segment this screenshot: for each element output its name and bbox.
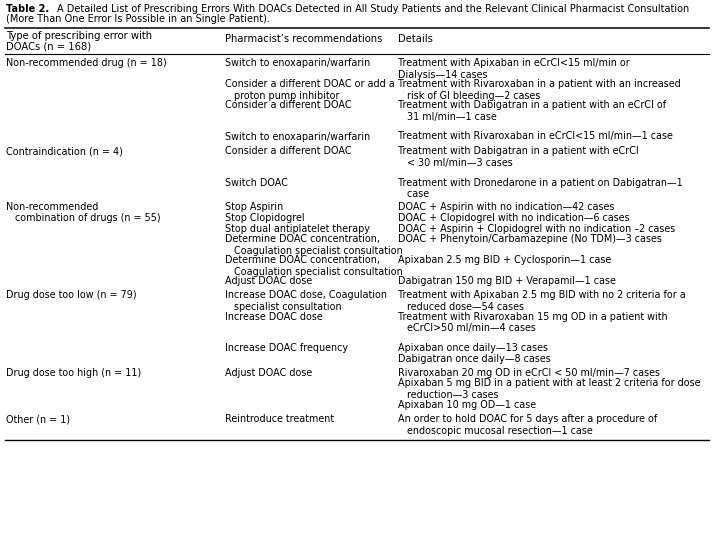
Text: Dabigatran once daily—8 cases: Dabigatran once daily—8 cases [398, 354, 551, 364]
Text: Rivaroxaban 20 mg OD in eCrCl < 50 ml/min—7 cases: Rivaroxaban 20 mg OD in eCrCl < 50 ml/mi… [398, 368, 660, 378]
Text: Details: Details [398, 34, 433, 44]
Text: Drug dose too high (n = 11): Drug dose too high (n = 11) [6, 368, 141, 378]
Text: DOAC + Aspirin + Clopidogrel with no indication –2 cases: DOAC + Aspirin + Clopidogrel with no ind… [398, 224, 675, 233]
Text: Consider a different DOAC or add a
   proton pump inhibitor: Consider a different DOAC or add a proto… [225, 79, 395, 100]
Text: Non-recommended: Non-recommended [6, 202, 98, 213]
Text: Stop Aspirin: Stop Aspirin [225, 202, 283, 213]
Text: Consider a different DOAC: Consider a different DOAC [225, 100, 351, 110]
Text: Contraindication (n = 4): Contraindication (n = 4) [6, 146, 123, 156]
Text: Apixaban once daily—13 cases: Apixaban once daily—13 cases [398, 343, 548, 353]
Text: (More Than One Error Is Possible in an Single Patient).: (More Than One Error Is Possible in an S… [6, 14, 270, 25]
Text: Determine DOAC concentration,
   Coagulation specialist consultation: Determine DOAC concentration, Coagulatio… [225, 234, 403, 256]
Text: Stop dual antiplatelet therapy: Stop dual antiplatelet therapy [225, 224, 370, 233]
Text: Drug dose too low (n = 79): Drug dose too low (n = 79) [6, 290, 136, 301]
Text: Apixaban 5 mg BID in a patient with at least 2 criteria for dose
   reduction—3 : Apixaban 5 mg BID in a patient with at l… [398, 379, 701, 400]
Text: Other (n = 1): Other (n = 1) [6, 414, 70, 424]
Text: Dabigatran 150 mg BID + Verapamil—1 case: Dabigatran 150 mg BID + Verapamil—1 case [398, 276, 616, 286]
Text: DOAC + Clopidogrel with no indication—6 cases: DOAC + Clopidogrel with no indication—6 … [398, 213, 630, 223]
Text: Switch DOAC: Switch DOAC [225, 177, 288, 187]
Text: Treatment with Rivaroxaban in eCrCl<15 ml/min—1 case: Treatment with Rivaroxaban in eCrCl<15 m… [398, 131, 673, 142]
Text: Table 2.: Table 2. [6, 4, 49, 14]
Text: combination of drugs (n = 55): combination of drugs (n = 55) [6, 213, 161, 223]
Text: Type of prescribing error with: Type of prescribing error with [6, 31, 152, 41]
Text: Apixaban 2.5 mg BID + Cyclosporin—1 case: Apixaban 2.5 mg BID + Cyclosporin—1 case [398, 255, 612, 265]
Text: Pharmacist’s recommendations: Pharmacist’s recommendations [225, 34, 382, 44]
Text: Apixaban 10 mg OD—1 case: Apixaban 10 mg OD—1 case [398, 399, 536, 410]
Text: Determine DOAC concentration,
   Coagulation specialist consultation: Determine DOAC concentration, Coagulatio… [225, 255, 403, 277]
Text: Treatment with Dronedarone in a patient on Dabigatran—1
   case: Treatment with Dronedarone in a patient … [398, 177, 683, 199]
Text: Increase DOAC dose, Coagulation
   specialist consultation: Increase DOAC dose, Coagulation speciali… [225, 290, 387, 312]
Text: Reintroduce treatment: Reintroduce treatment [225, 414, 334, 424]
Text: Treatment with Dabigatran in a patient with an eCrCl of
   31 ml/min—1 case: Treatment with Dabigatran in a patient w… [398, 100, 667, 122]
Text: Switch to enoxaparin/warfarin: Switch to enoxaparin/warfarin [225, 131, 370, 142]
Text: Switch to enoxaparin/warfarin: Switch to enoxaparin/warfarin [225, 58, 370, 68]
Text: Treatment with Apixaban 2.5 mg BID with no 2 criteria for a
   reduced dose—54 c: Treatment with Apixaban 2.5 mg BID with … [398, 290, 686, 312]
Text: Treatment with Apixaban in eCrCl<15 ml/min or
Dialysis—14 cases: Treatment with Apixaban in eCrCl<15 ml/m… [398, 58, 630, 80]
Text: Consider a different DOAC: Consider a different DOAC [225, 146, 351, 156]
Text: DOAC + Phenytoin/Carbamazepine (No TDM)—3 cases: DOAC + Phenytoin/Carbamazepine (No TDM)—… [398, 234, 663, 244]
Text: Treatment with Dabigatran in a patient with eCrCl
   < 30 ml/min—3 cases: Treatment with Dabigatran in a patient w… [398, 146, 639, 168]
Text: An order to hold DOAC for 5 days after a procedure of
   endoscopic mucosal rese: An order to hold DOAC for 5 days after a… [398, 414, 658, 436]
Text: Adjust DOAC dose: Adjust DOAC dose [225, 276, 312, 286]
Text: A Detailed List of Prescribing Errors With DOACs Detected in All Study Patients : A Detailed List of Prescribing Errors Wi… [56, 4, 689, 14]
Text: Treatment with Rivaroxaban 15 mg OD in a patient with
   eCrCl>50 ml/min—4 cases: Treatment with Rivaroxaban 15 mg OD in a… [398, 311, 668, 333]
Text: Non-recommended drug (n = 18): Non-recommended drug (n = 18) [6, 58, 166, 68]
Text: Increase DOAC dose: Increase DOAC dose [225, 311, 323, 321]
Text: DOAC + Aspirin with no indication—42 cases: DOAC + Aspirin with no indication—42 cas… [398, 202, 615, 213]
Text: Stop Clopidogrel: Stop Clopidogrel [225, 213, 305, 223]
Text: Adjust DOAC dose: Adjust DOAC dose [225, 368, 312, 378]
Text: DOACs (n = 168): DOACs (n = 168) [6, 42, 91, 51]
Text: Increase DOAC frequency: Increase DOAC frequency [225, 343, 348, 353]
Text: Treatment with Rivaroxaban in a patient with an increased
   risk of GI bleeding: Treatment with Rivaroxaban in a patient … [398, 79, 681, 100]
